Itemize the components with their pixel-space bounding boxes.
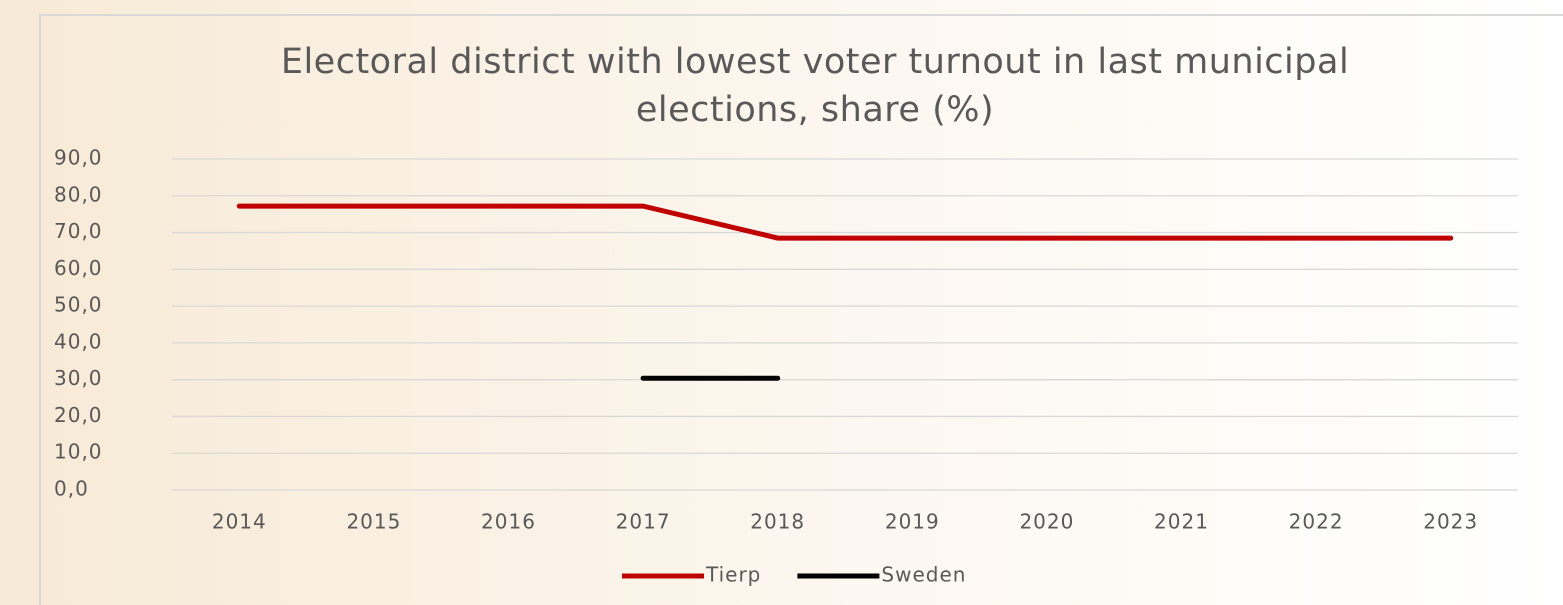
x-tick-label: 2017 [616,510,671,534]
x-tick-label: 2016 [481,510,536,534]
legend-label: Sweden [881,563,966,587]
y-tick-label: 70,0 [54,219,103,243]
x-tick-label: 2014 [212,510,267,534]
y-tick-label: 10,0 [54,440,103,464]
series-line [236,203,1454,241]
x-tick-label: 2018 [750,510,805,534]
y-tick-label: 30,0 [54,366,103,390]
chart-frame [39,14,1563,605]
x-tick-label: 2021 [1154,510,1209,534]
legend-label: Tierp [705,563,761,587]
y-tick-label: 40,0 [54,329,103,353]
chart-title: Electoral district with lowest voter tur… [280,42,1350,130]
x-tick-label: 2015 [346,510,401,534]
y-tick-label: 0,0 [54,477,89,501]
x-tick-label: 2022 [1289,510,1344,534]
y-tick-label: 80,0 [54,182,103,206]
x-tick-label: 2020 [1019,510,1074,534]
x-tick-label: 2019 [885,510,940,534]
x-tick-label: 2023 [1423,510,1478,534]
y-tick-label: 60,0 [54,256,103,280]
y-tick-label: 20,0 [54,403,103,427]
y-tick-label: 90,0 [54,146,103,170]
y-tick-label: 50,0 [54,293,103,317]
